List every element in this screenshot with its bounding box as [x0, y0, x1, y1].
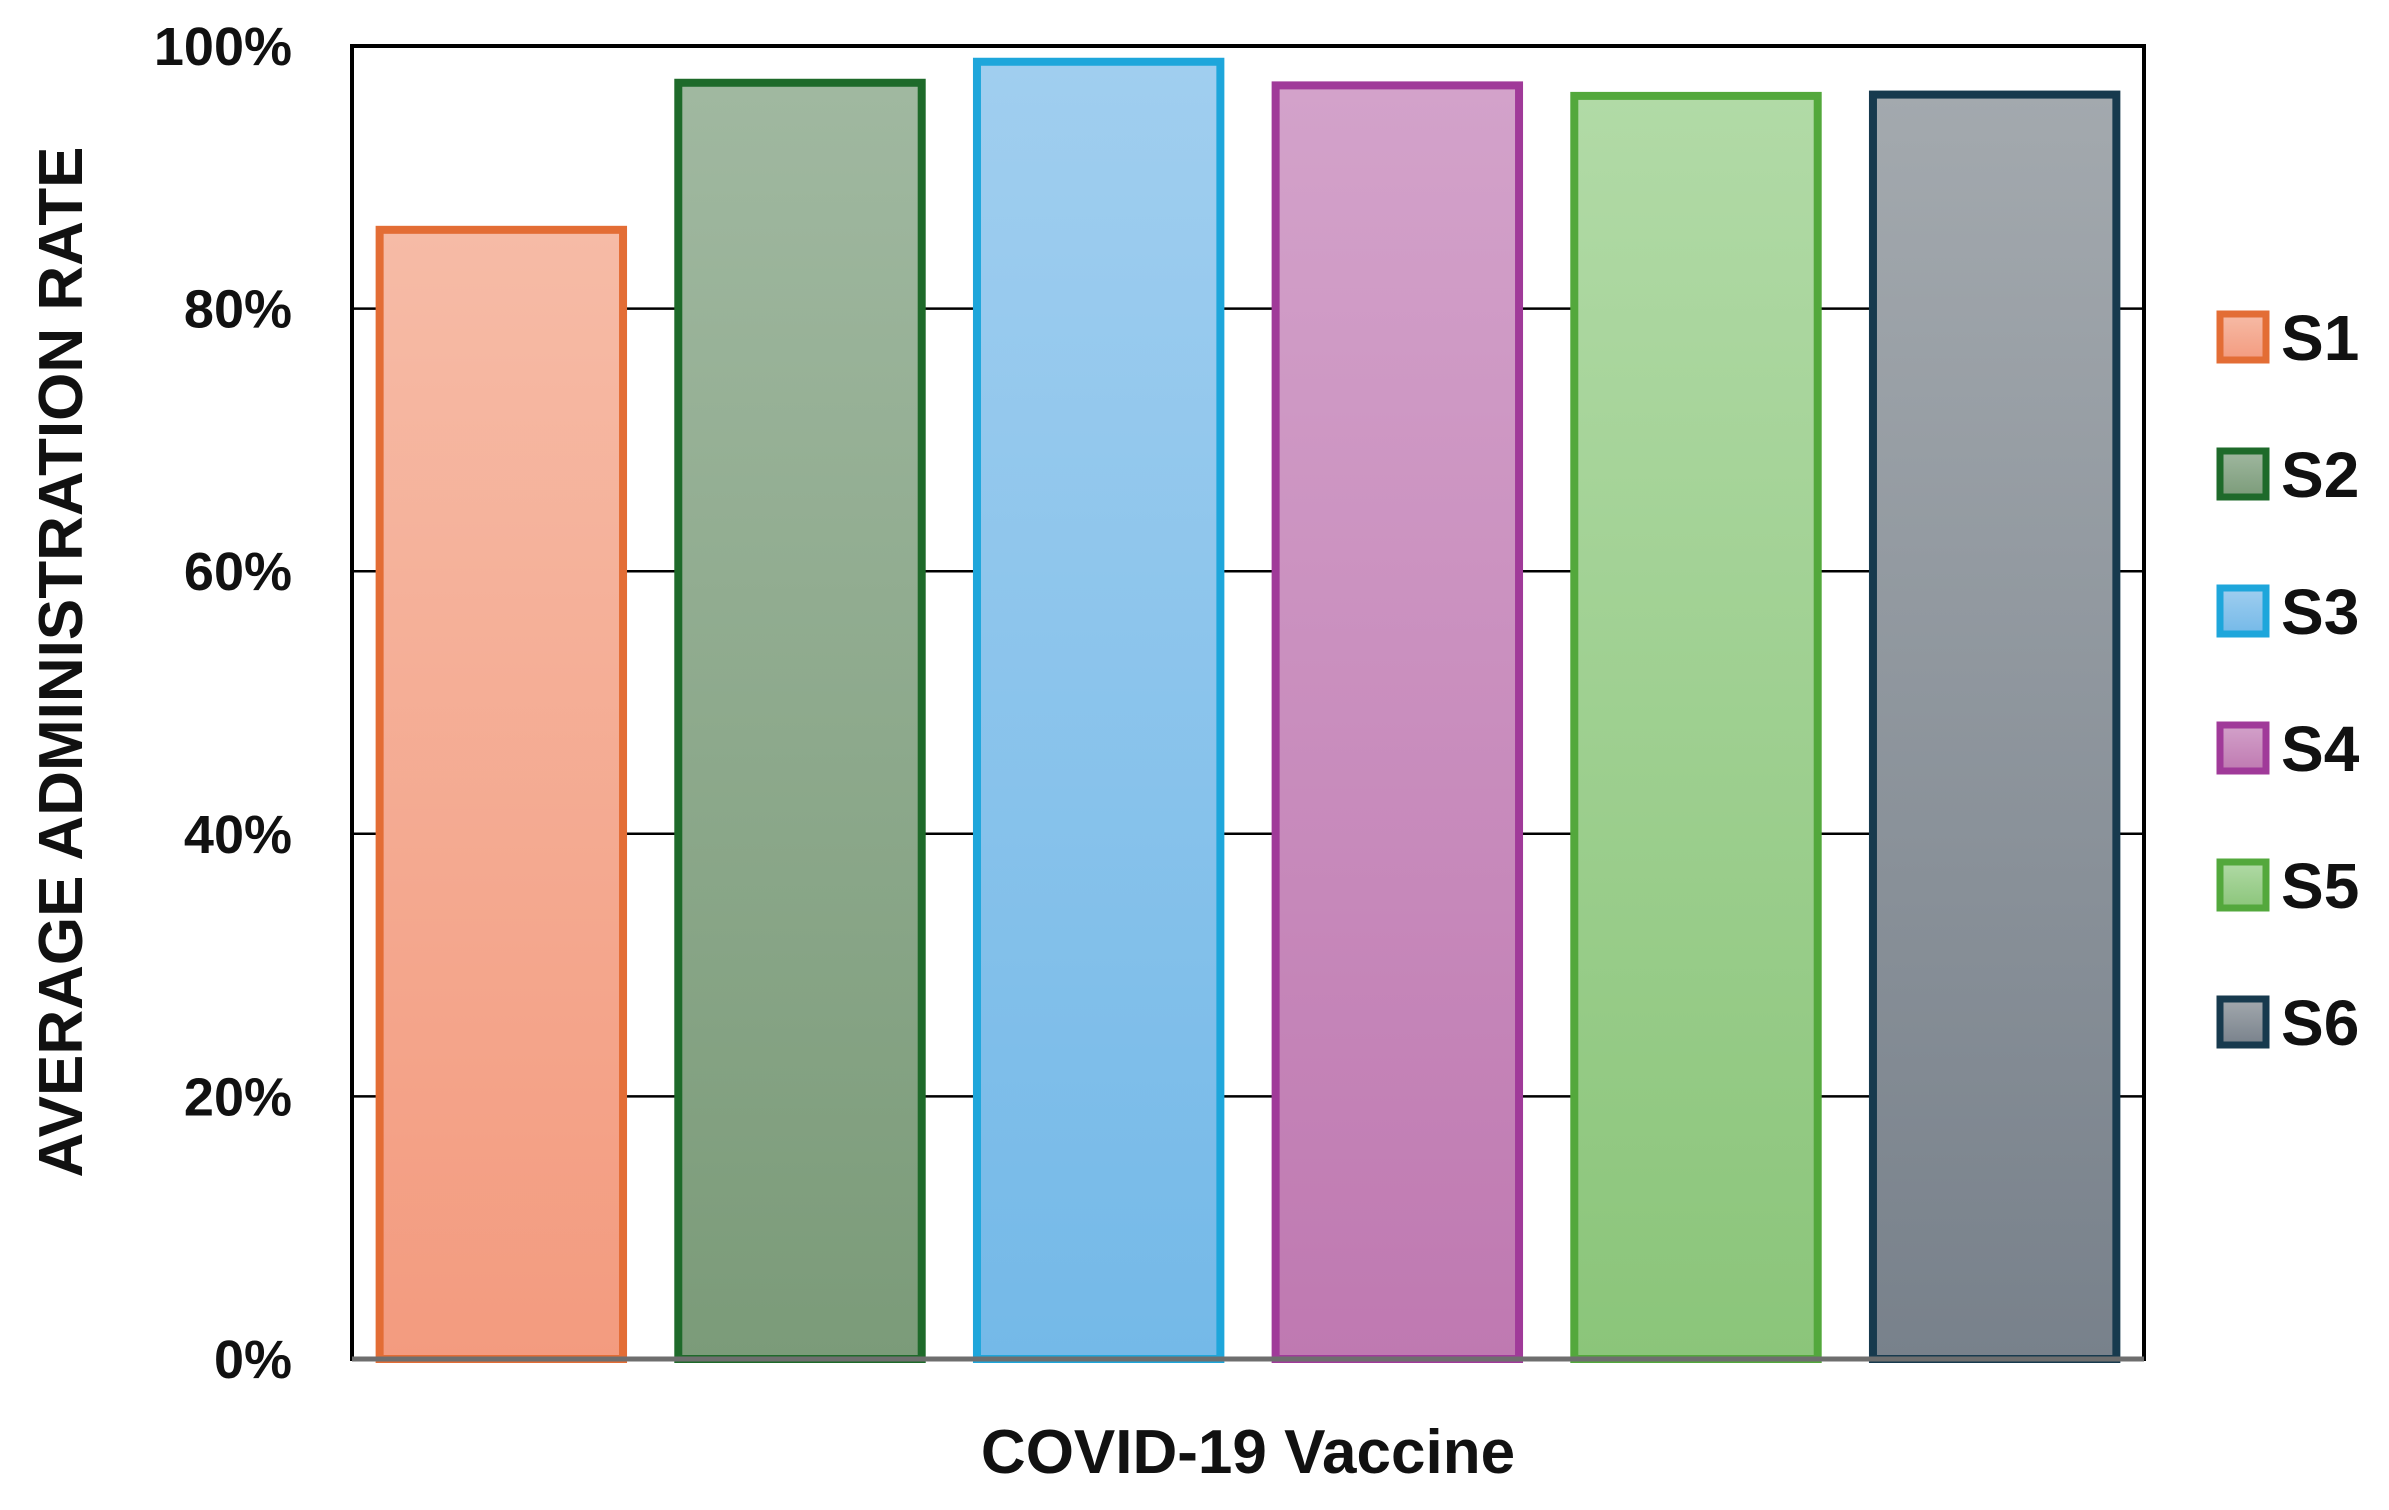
bar-s6: [1868, 90, 2121, 1363]
x-axis-title: COVID-19 Vaccine: [981, 1418, 1515, 1487]
y-tick-label: 40%: [184, 805, 292, 865]
bar-s4: [1271, 81, 1524, 1363]
legend-swatch-s1: [2216, 310, 2270, 364]
bar-s3: [972, 57, 1225, 1364]
y-tick-label: 100%: [154, 17, 292, 77]
legend-swatch-s4: [2216, 721, 2270, 775]
legend-label-s5: S5: [2281, 850, 2359, 922]
y-tick-label: 0%: [214, 1330, 292, 1390]
legend-swatch-s3: [2216, 584, 2270, 638]
legend-label-s2: S2: [2281, 439, 2359, 511]
legend-swatch-s5: [2216, 858, 2270, 912]
y-tick-label: 20%: [184, 1067, 292, 1127]
y-tick-label: 60%: [184, 542, 292, 602]
bar-s2: [674, 78, 926, 1363]
bar-s5: [1570, 91, 1822, 1363]
bar-s1: [375, 225, 628, 1364]
y-axis-title: AVERAGE ADMINISTRATION RATE: [27, 146, 96, 1177]
legend-swatch-s6: [2216, 995, 2270, 1049]
legend-label-s1: S1: [2281, 302, 2359, 374]
legend-label-s3: S3: [2281, 576, 2359, 648]
legend-swatch-s2: [2216, 447, 2270, 501]
legend: S1 S2 S3 S4 S5 S6: [2216, 302, 2360, 1059]
legend-label-s6: S6: [2281, 987, 2359, 1059]
gridlines: [352, 307, 2144, 1098]
y-tick-labels: 0% 20% 40% 60% 80% 100%: [154, 17, 292, 1390]
bars: [375, 57, 2121, 1364]
y-tick-label: 80%: [184, 280, 292, 340]
legend-label-s4: S4: [2281, 713, 2360, 785]
